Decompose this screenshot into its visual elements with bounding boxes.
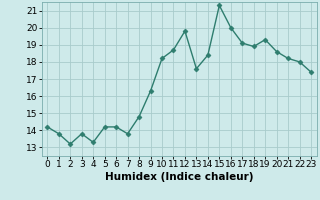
X-axis label: Humidex (Indice chaleur): Humidex (Indice chaleur) [105,172,253,182]
